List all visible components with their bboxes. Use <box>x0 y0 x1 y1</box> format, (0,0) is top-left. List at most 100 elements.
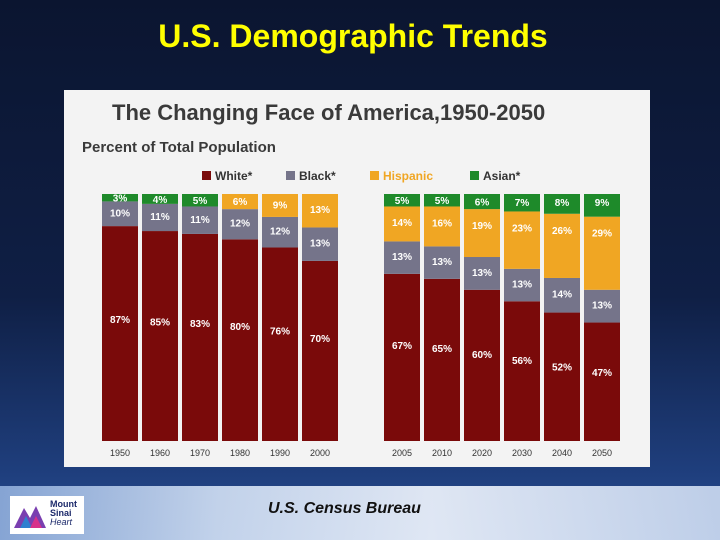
data-label: 13% <box>432 257 452 268</box>
bar-segment <box>504 211 540 269</box>
bar-segment <box>262 216 298 248</box>
data-label: 9% <box>595 198 610 209</box>
data-label: 10% <box>110 209 130 220</box>
x-tick-label: 1950 <box>110 448 130 458</box>
x-tick-label: 2020 <box>472 448 492 458</box>
bar-segment <box>464 194 500 210</box>
data-label: 67% <box>392 341 412 352</box>
chart-title: The Changing Face of America,1950-2050 <box>112 100 545 125</box>
bar-segment <box>222 194 258 210</box>
data-label: 60% <box>472 350 492 361</box>
data-label: 23% <box>512 223 532 234</box>
bar-segment <box>464 257 500 290</box>
data-label: 5% <box>193 196 208 207</box>
data-label: 7% <box>515 198 530 209</box>
bar-segment <box>504 301 540 441</box>
data-label: 13% <box>592 301 612 312</box>
legend-swatch <box>370 171 379 180</box>
bar-segment <box>182 194 218 207</box>
bar-segment <box>142 231 178 441</box>
logo-text: Mount Sinai Heart <box>50 499 77 527</box>
data-label: 19% <box>472 221 492 232</box>
bar-segment <box>142 194 178 204</box>
chart-panel: The Changing Face of America,1950-2050 Pe… <box>64 90 650 467</box>
bar-segment <box>424 194 460 207</box>
x-tick-label: 1960 <box>150 448 170 458</box>
bar-segment <box>544 213 580 278</box>
data-label: 12% <box>270 227 290 238</box>
data-label: 14% <box>392 218 412 229</box>
bar-segment <box>182 233 218 441</box>
bar-segment <box>544 312 580 441</box>
bar-segment <box>584 289 620 323</box>
x-tick-label: 2000 <box>310 448 330 458</box>
bar-segment <box>504 268 540 302</box>
bar-segment <box>302 260 338 441</box>
bar-segment <box>222 209 258 240</box>
data-label: 52% <box>552 362 572 373</box>
data-label: 3% <box>113 194 128 205</box>
chart-subtitle: Percent of Total Population <box>82 139 276 156</box>
x-tick-label: 2030 <box>512 448 532 458</box>
legend-label: Asian* <box>483 169 521 183</box>
bar-segment <box>102 226 138 441</box>
bar-segment <box>384 206 420 242</box>
bar-segment <box>384 194 420 207</box>
data-label: 76% <box>270 327 290 338</box>
mountain-icon <box>14 506 46 528</box>
legend-label: White* <box>215 169 253 183</box>
data-label: 85% <box>150 318 170 329</box>
data-label: 13% <box>310 205 330 216</box>
data-label: 13% <box>392 252 412 263</box>
x-tick-label: 1970 <box>190 448 210 458</box>
slide-title: U.S. Demographic Trends <box>158 18 548 54</box>
bar-segment <box>544 277 580 313</box>
data-label: 6% <box>233 197 248 208</box>
data-label: 13% <box>512 279 532 290</box>
data-label: 9% <box>273 200 288 211</box>
bar-segment <box>102 194 138 202</box>
bar-segment <box>544 194 580 214</box>
data-label: 16% <box>432 218 452 229</box>
data-label: 5% <box>395 196 410 207</box>
legend-label: Hispanic <box>383 169 433 183</box>
data-label: 6% <box>475 198 490 209</box>
legend-label: Black* <box>299 169 336 183</box>
legend-swatch <box>470 171 479 180</box>
bar-segment <box>384 241 420 274</box>
data-label: 13% <box>472 268 492 279</box>
x-tick-label: 2040 <box>552 448 572 458</box>
x-tick-label: 2010 <box>432 448 452 458</box>
footer-gradient <box>0 486 720 540</box>
x-tick-label: 1990 <box>270 448 290 458</box>
data-label: 83% <box>190 319 210 330</box>
data-label: 87% <box>110 315 130 326</box>
bar-segment <box>464 209 500 258</box>
data-label: 29% <box>592 229 612 240</box>
bar-segment <box>302 227 338 261</box>
data-label: 65% <box>432 344 452 355</box>
data-label: 80% <box>230 322 250 333</box>
bar-segment <box>182 206 218 234</box>
bar-segment <box>424 246 460 279</box>
x-tick-label: 2050 <box>592 448 612 458</box>
data-label: 12% <box>230 219 250 230</box>
data-label: 14% <box>552 290 572 301</box>
data-label: 5% <box>435 196 450 207</box>
legend-swatch <box>286 171 295 180</box>
data-label: 70% <box>310 334 330 345</box>
bar-segment <box>584 322 620 441</box>
data-label: 13% <box>310 238 330 249</box>
data-label: 11% <box>190 215 210 226</box>
legend-swatch <box>202 171 211 180</box>
bar-segment <box>222 239 258 441</box>
data-label: 26% <box>552 226 572 237</box>
bar-segment <box>384 273 420 441</box>
bar-segment <box>424 206 460 247</box>
bar-segment <box>504 194 540 212</box>
bar-segment <box>102 201 138 227</box>
bar-segment <box>302 194 338 228</box>
source-caption: U.S. Census Bureau <box>268 500 421 517</box>
x-tick-label: 1980 <box>230 448 250 458</box>
data-label: 47% <box>592 368 612 379</box>
